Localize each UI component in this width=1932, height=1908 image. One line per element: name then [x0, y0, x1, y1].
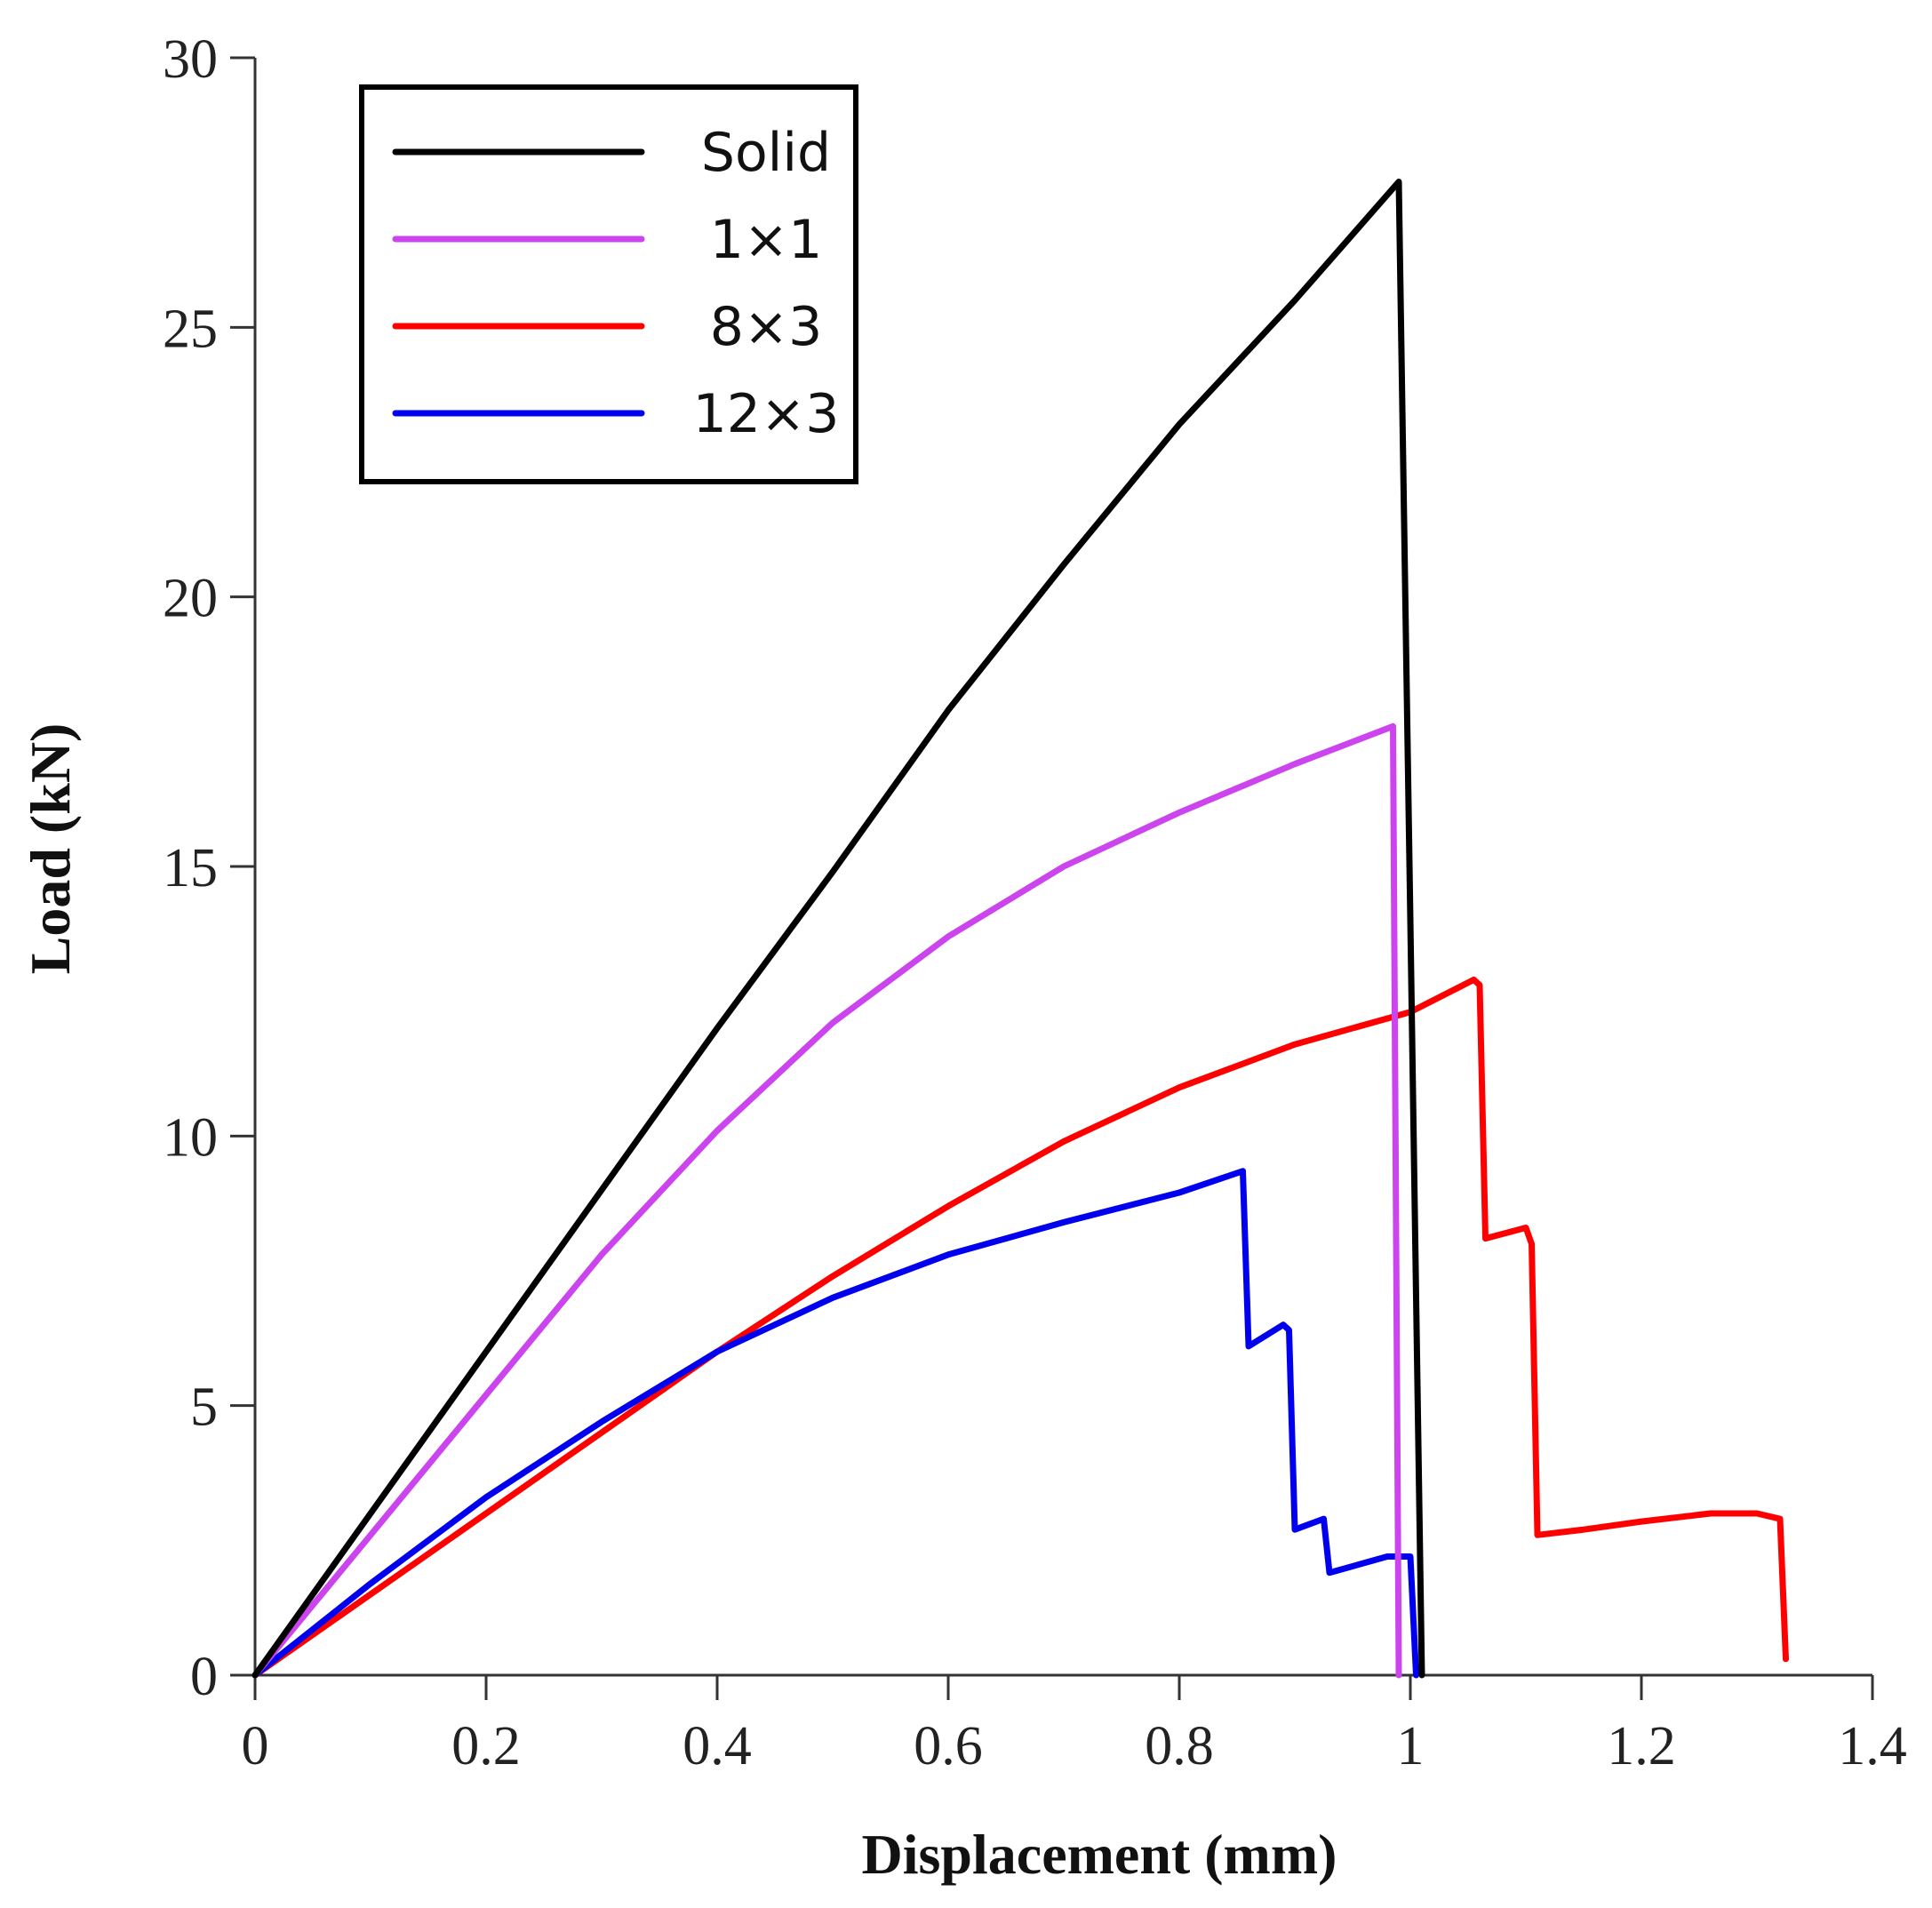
legend-label: 12×3 [693, 383, 840, 445]
series-line-8-3 [251, 976, 1789, 1679]
x-tick-label: 0.6 [914, 1716, 983, 1776]
legend: Solid 1×1 8×3 12×3 [359, 84, 858, 484]
legend-label: 8×3 [710, 296, 823, 358]
y-tick-label: 15 [163, 838, 218, 898]
x-tick-label: 1 [1397, 1716, 1425, 1776]
x-tick-label: 0 [242, 1716, 269, 1776]
legend-label: Solid [701, 122, 831, 184]
y-tick-label: 25 [163, 299, 218, 359]
legend-label: 1×1 [710, 209, 823, 271]
y-tick-label: 30 [163, 29, 218, 90]
x-tick-label: 0.8 [1145, 1716, 1214, 1776]
series-lines [251, 179, 1789, 1679]
x-tick-label: 1.2 [1607, 1716, 1676, 1776]
y-tick-label: 0 [190, 1647, 218, 1707]
series-line-1-1 [251, 722, 1402, 1679]
x-axis-title: Displacement (mm) [862, 1823, 1337, 1886]
x-tick-label: 1.4 [1838, 1716, 1907, 1776]
series-line-solid [251, 179, 1425, 1679]
series-line-12-3 [251, 1168, 1419, 1679]
x-tick-label: 0.4 [683, 1716, 752, 1776]
y-axis-title: Load (kN) [19, 723, 82, 975]
axes: 0 0.2 0.4 0.6 0.8 1 1.2 1.4 0 5 10 15 20 25 30 Displace… [19, 29, 1907, 1886]
y-tick-label: 5 [190, 1377, 218, 1438]
y-tick-label: 10 [163, 1107, 218, 1168]
y-tick-label: 20 [163, 569, 218, 629]
x-tick-label: 0.2 [451, 1716, 521, 1776]
